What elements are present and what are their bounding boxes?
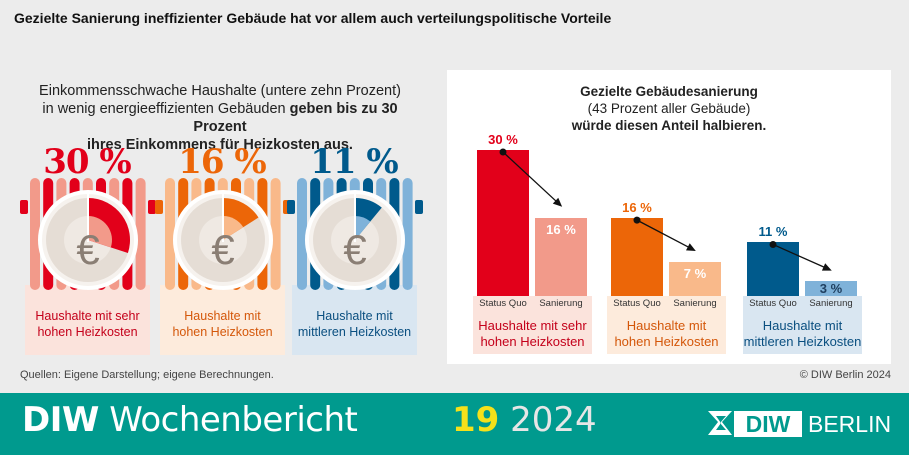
radiator-pipe <box>287 200 295 214</box>
percent-label: 30 % <box>43 142 131 182</box>
group-category-label: Haushalte mit mittleren Heizkosten <box>743 318 862 350</box>
euro-icon: € <box>343 226 366 273</box>
bar-sanierung <box>669 261 721 296</box>
series-label: Sanierung <box>673 298 717 309</box>
series-label: Status Quo <box>479 298 527 309</box>
bar-sanierung <box>805 281 857 296</box>
value-label: 16 % <box>622 200 652 216</box>
radiator-icon: € <box>155 178 291 290</box>
category-line-2: hohen Heizkosten <box>480 334 585 349</box>
intro-line-2a: in wenig energieeffizienten Gebäuden <box>42 101 290 117</box>
category-line-1: Haushalte mit <box>762 318 843 333</box>
brand-rest: Wochenbericht <box>98 400 358 440</box>
group-label-line-2: hohen Heizkosten <box>37 325 138 339</box>
logo-text-berlin: BERLIN <box>808 411 891 437</box>
percent-label: 16 % <box>178 142 266 182</box>
radiator-fin <box>30 178 40 290</box>
group-label-card: Haushalte mit hohen Heizkosten <box>160 285 285 355</box>
bar-status-quo <box>477 150 529 296</box>
group-label-block <box>607 296 726 354</box>
group-label-line-1: Haushalte mit <box>316 309 393 323</box>
left-intro-text: Einkommensschwache Haushalte (untere zeh… <box>20 82 420 154</box>
diw-logo-graphic: DIW BERLIN <box>708 411 891 437</box>
value-label: 11 % <box>758 224 788 240</box>
intro-line-2b: geben bis zu 30 Prozent <box>193 101 398 135</box>
euro-icon: € <box>76 226 99 273</box>
issue-year: 2024 <box>499 400 597 440</box>
headline: Gezielte Sanierung ineffizienter Gebäude… <box>14 10 612 26</box>
bar-sanierung <box>535 218 587 296</box>
share-wedge-inner <box>355 216 371 240</box>
logo-text-diw: DIW <box>746 411 791 437</box>
value-label: 3 % <box>819 281 843 297</box>
group-label-block <box>743 296 862 354</box>
brand-bold: DIW <box>22 400 99 440</box>
brand-title: DIW Wochenbericht <box>22 400 358 440</box>
series-label: Sanierung <box>539 298 583 309</box>
series-label: Status Quo <box>613 298 661 309</box>
group-category-label: Haushalte mit hohen Heizkosten <box>607 318 726 350</box>
issue-number: 19 <box>452 400 500 440</box>
radiator-pipe <box>148 200 156 214</box>
group-label-line-1: Haushalte mit <box>184 309 261 323</box>
share-wedge-inner <box>223 216 244 240</box>
value-label: 7 % <box>683 265 707 281</box>
series-label: Sanierung <box>809 298 853 309</box>
right-title: Gezielte Gebäudesanierung (43 Prozent al… <box>447 83 891 134</box>
series-label: Status Quo <box>749 298 797 309</box>
category-line-1: Haushalte mit sehr <box>478 318 587 333</box>
value-label: 30 % <box>488 132 518 147</box>
intro-line-2: in wenig energieeffizienten Gebäuden geb… <box>20 100 420 136</box>
percent-label: 11 % <box>310 142 398 182</box>
radiator-pipe <box>415 200 423 214</box>
group-label-line-2: mittleren Heizkosten <box>297 325 412 339</box>
radiator-fin <box>402 178 413 290</box>
diw-logo: DIW BERLIN <box>708 408 893 445</box>
issue-label: 19 2024 <box>452 400 597 440</box>
intro-line-1: Einkommensschwache Haushalte (untere zeh… <box>39 83 401 99</box>
group-label-line-1: Haushalte mit sehr <box>35 309 140 323</box>
radiator-icon: € <box>287 178 423 290</box>
radiator-fin <box>270 178 281 290</box>
category-line-1: Haushalte mit <box>626 318 707 333</box>
right-title-line-3: würde diesen Anteil halbieren. <box>571 118 767 133</box>
intro-line-3-bold: ihres Einkommens für Heizkosten aus. <box>87 137 353 153</box>
radiator-fin <box>297 178 307 290</box>
right-title-line-2: (43 Prozent aller Gebäude) <box>587 101 751 116</box>
group-label-card: Haushalte mit sehr hohen Heizkosten <box>25 285 150 355</box>
radiator-fin <box>165 178 175 290</box>
sources-note: Quellen: Eigene Darstellung; eigene Bere… <box>20 369 274 381</box>
radiator-pipe <box>155 200 163 214</box>
intro-line-3: ihres Einkommens für Heizkosten aus. <box>20 136 420 154</box>
bar-status-quo <box>747 242 799 296</box>
copyright-note: © DIW Berlin 2024 <box>799 369 891 381</box>
radiator-icon: € <box>20 178 156 290</box>
category-line-2: mittleren Heizkosten <box>743 334 862 349</box>
share-wedge-inner <box>88 216 112 248</box>
value-label: 16 % <box>546 222 576 238</box>
radiator-pipe <box>20 200 28 214</box>
euro-icon: € <box>211 226 234 273</box>
right-title-line-1: Gezielte Gebäudesanierung <box>580 84 758 99</box>
radiator-fin <box>135 178 146 290</box>
group-label-card: Haushalte mit mittleren Heizkosten <box>292 285 417 355</box>
bar-status-quo <box>611 218 663 296</box>
group-label-line-2: hohen Heizkosten <box>172 325 273 339</box>
group-category-label: Haushalte mit sehr hohen Heizkosten <box>473 318 592 350</box>
category-line-2: hohen Heizkosten <box>614 334 719 349</box>
group-label-block <box>473 296 592 354</box>
